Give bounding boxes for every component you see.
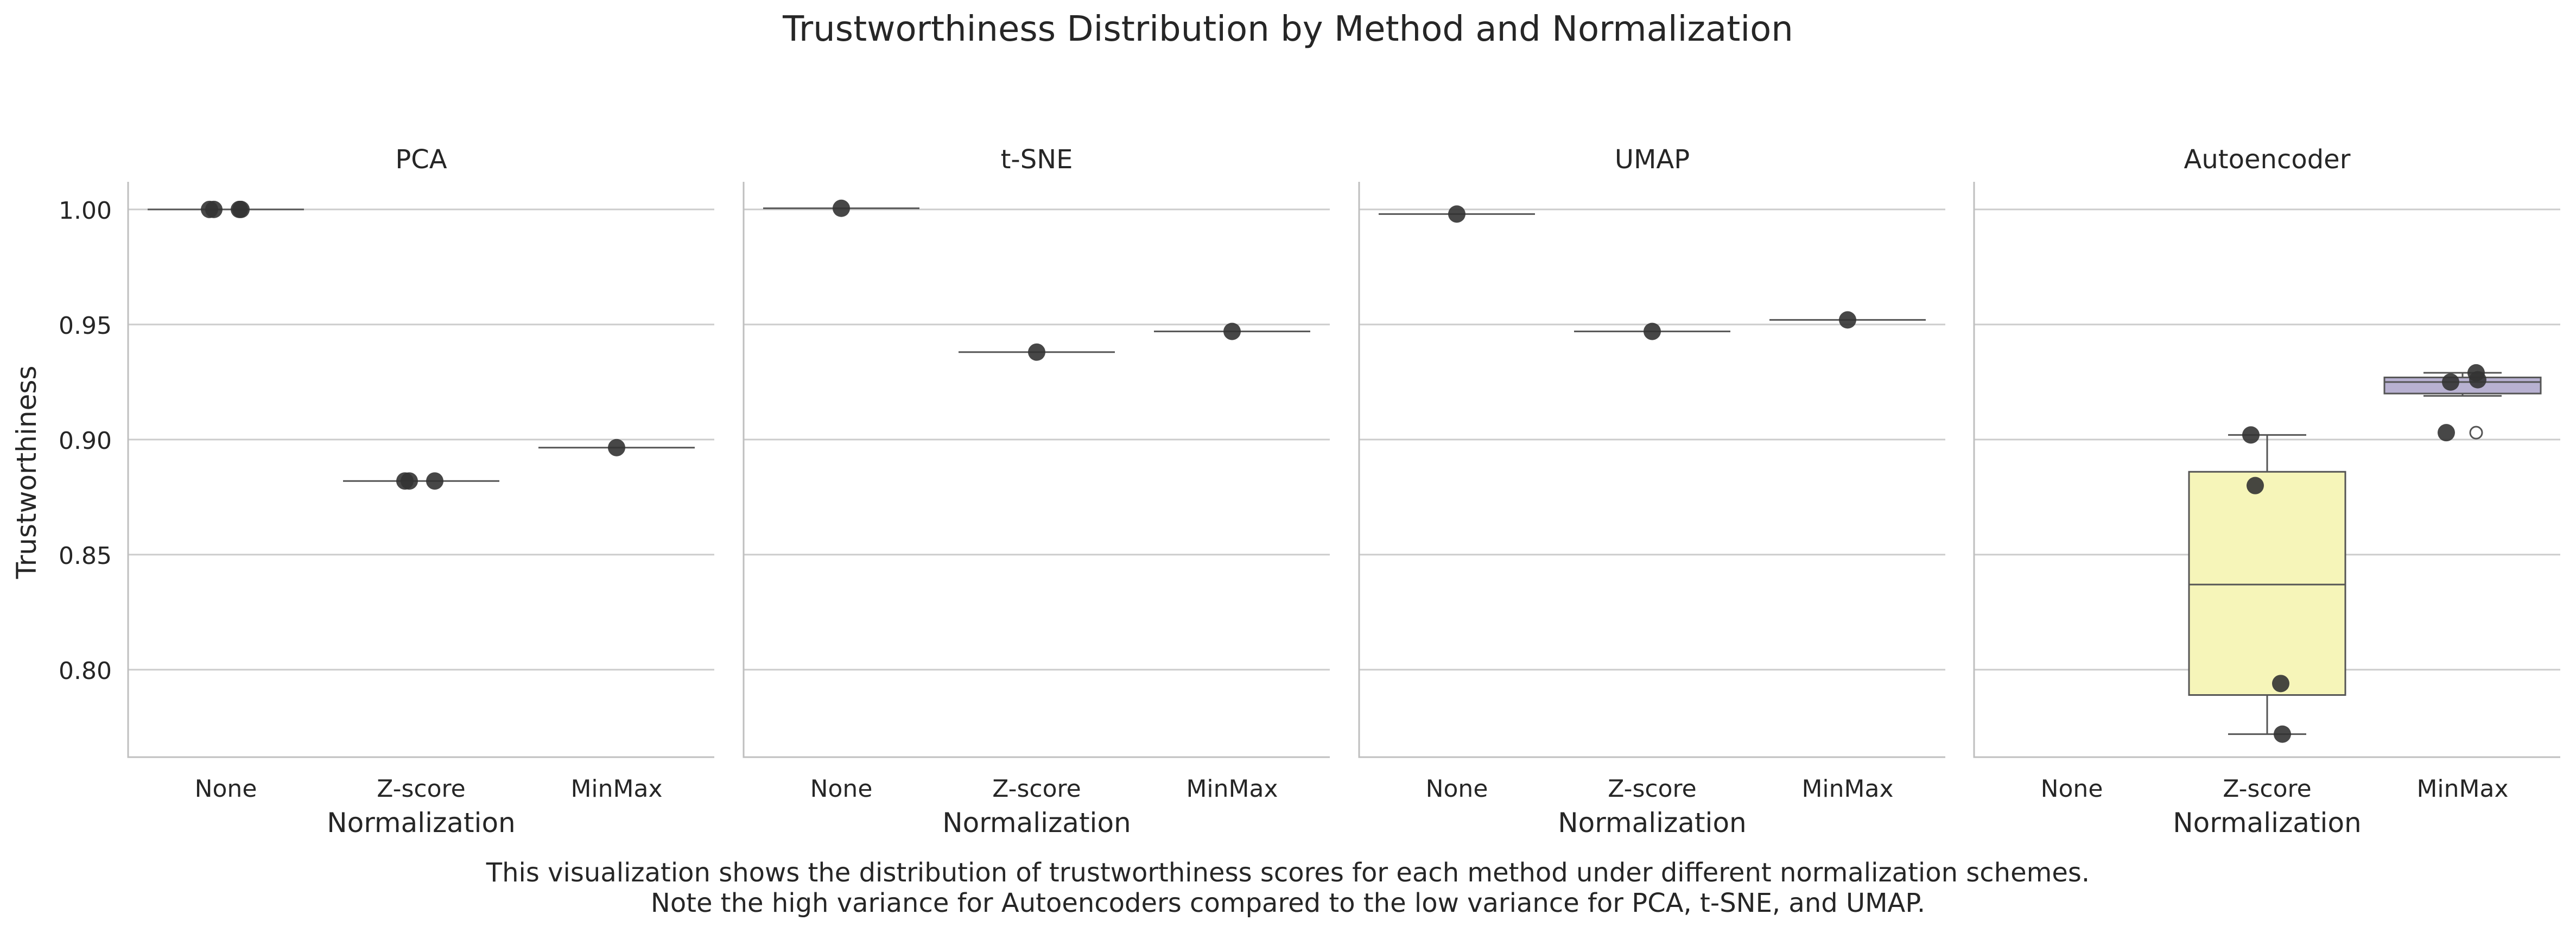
data-point (2438, 424, 2455, 442)
x-axis-label: Normalization (2173, 807, 2361, 839)
box (2383, 376, 2542, 395)
facet-pca: PCA 0.80 0.85 0.90 0.95 1.00 None Z-score MinMax… (59, 144, 714, 839)
y-tick-label: 0.95 (59, 312, 112, 340)
facet-autoencoder: Autoencoder None Z-score MinMax Normalizatio… (1973, 144, 2560, 839)
data-point (426, 472, 443, 490)
data-point (2442, 373, 2459, 391)
data-point (205, 200, 223, 218)
y-tick-label: 0.90 (59, 427, 112, 455)
x-axis-label: Normalization (942, 807, 1131, 839)
panel-title: t-SNE (1001, 144, 1073, 175)
x-tick-label: None (2041, 775, 2103, 803)
data-point (2272, 675, 2289, 693)
data-point (1223, 322, 1241, 340)
x-tick-label: Z-score (992, 775, 1081, 803)
facet-umap: UMAP None Z-score MinMax Normalization (1358, 144, 1945, 839)
x-tick-label: None (810, 775, 873, 803)
x-tick-label: MinMax (1186, 775, 1278, 803)
data-point (1448, 205, 1465, 223)
y-tick-label: 0.85 (59, 542, 112, 570)
panel-title: UMAP (1615, 144, 1690, 175)
facet-panels: PCA 0.80 0.85 0.90 0.95 1.00 None Z-score MinMax… (59, 144, 2560, 839)
y-tick-label: 1.00 (59, 197, 112, 225)
data-point (2242, 426, 2260, 444)
facet-t-sne: t-SNE None Z-score MinMax Normalization (743, 144, 1330, 839)
x-tick-label: MinMax (2416, 775, 2508, 803)
data-point (608, 439, 625, 456)
outlier-marker (2469, 426, 2483, 440)
caption-line-2: Note the high variance for Autoencoders … (651, 888, 1925, 918)
box (2188, 471, 2346, 696)
x-tick-label: MinMax (570, 775, 662, 803)
x-tick-label: None (1426, 775, 1488, 803)
caption-line-1: This visualization shows the distributio… (486, 858, 2090, 888)
panel-title: Autoencoder (2184, 144, 2351, 175)
data-point (833, 199, 850, 217)
data-point (1839, 311, 1856, 329)
data-point (232, 200, 250, 218)
data-point (2469, 371, 2486, 389)
y-tick-label: 0.80 (59, 657, 112, 685)
x-tick-label: Z-score (2223, 775, 2311, 803)
x-axis-label: Normalization (327, 807, 515, 839)
panel-title: PCA (395, 144, 447, 175)
data-point (1644, 322, 1661, 340)
data-point (1028, 343, 1045, 361)
data-point (2274, 725, 2291, 743)
chart-title: Trustworthiness Distribution by Method a… (782, 9, 1793, 49)
x-tick-label: Z-score (1608, 775, 1696, 803)
x-axis-label: Normalization (1558, 807, 1746, 839)
data-point (401, 472, 418, 490)
y-axis-label: Trustworthiness (11, 366, 42, 580)
x-tick-label: Z-score (377, 775, 465, 803)
x-tick-label: None (195, 775, 257, 803)
x-tick-label: MinMax (1801, 775, 1893, 803)
data-point (2247, 477, 2264, 494)
